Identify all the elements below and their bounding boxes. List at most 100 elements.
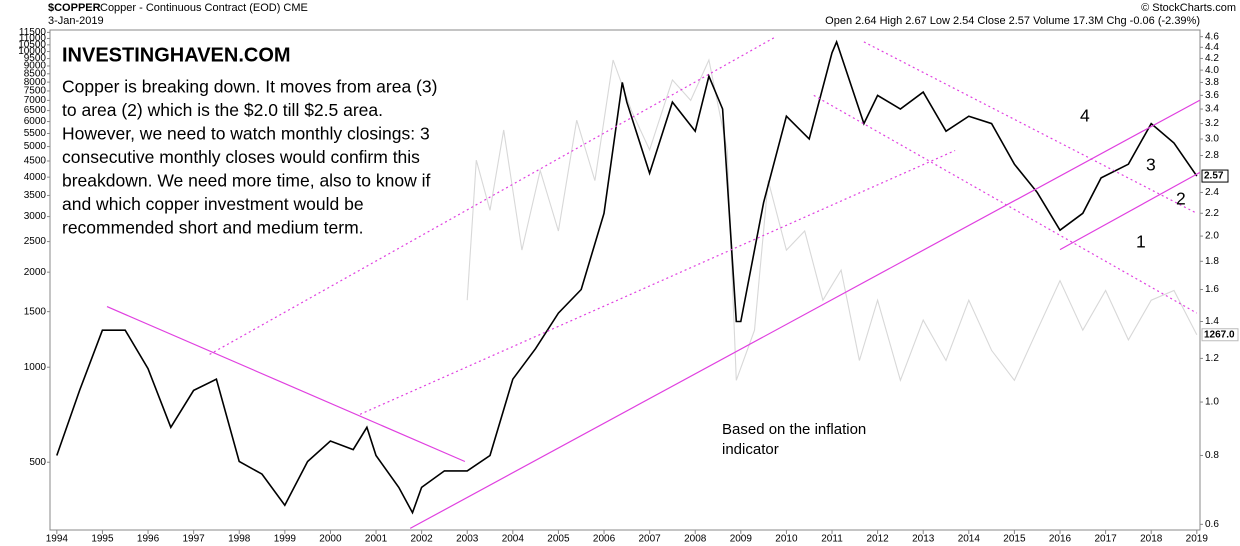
y2-tick-label: 4.4 [1205, 42, 1219, 53]
y2-tick-label: 1.4 [1205, 316, 1219, 327]
y2-tick-label: 4.0 [1205, 65, 1219, 76]
x-tick-label: 2019 [1186, 534, 1209, 545]
y2-tick-label: 2.0 [1205, 231, 1219, 242]
y2-tick-label: 1.6 [1205, 284, 1219, 295]
y2-tick-label: 3.6 [1205, 90, 1219, 101]
x-tick-label: 2013 [912, 534, 935, 545]
x-tick-label: 2015 [1003, 534, 1026, 545]
annotation: 3 [1146, 155, 1156, 175]
x-tick-label: 2012 [866, 534, 889, 545]
series-line [56, 39, 1198, 515]
y-tick-label: 7500 [24, 86, 47, 97]
y-tick-label: 4000 [24, 172, 47, 183]
x-tick-label: 2008 [684, 534, 707, 545]
last-value-box [1201, 328, 1239, 342]
y-tick-label: 3500 [24, 190, 47, 201]
x-tick-label: 2009 [730, 534, 753, 545]
y-tick-label: 5000 [24, 141, 47, 152]
y2-tick-label: 4.6 [1205, 31, 1219, 42]
x-tick-label: 2004 [502, 534, 525, 545]
last-value-box [1201, 169, 1229, 183]
y-tick-label: 3000 [24, 211, 47, 222]
y2-tick-label: 1.8 [1205, 256, 1219, 267]
symbol: $COPPER [48, 2, 101, 14]
credit: © StockCharts.com [1141, 2, 1236, 14]
x-tick-label: 2007 [638, 534, 661, 545]
y-tick-label: 500 [29, 457, 46, 468]
x-tick-label: 1996 [137, 534, 160, 545]
trend-line [106, 306, 466, 463]
x-tick-label: 2006 [593, 534, 616, 545]
annotation: 4 [1080, 106, 1090, 126]
paragraph-line: consecutive monthly closes would confirm… [62, 147, 420, 167]
y2-tick-label: 1.0 [1205, 397, 1219, 408]
y-tick-label: 7000 [24, 95, 47, 106]
y-tick-label: 11000 [19, 33, 47, 44]
brand: INVESTINGHAVEN.COM [62, 44, 291, 66]
x-tick-label: 2016 [1049, 534, 1072, 545]
x-tick-label: 1997 [183, 534, 206, 545]
y2-tick-label: 4.2 [1205, 53, 1219, 64]
y2-tick-label: 3.8 [1205, 77, 1219, 88]
x-tick-label: 2011 [821, 534, 843, 545]
y-tick-label: 4500 [24, 156, 47, 167]
indicator-note: indicator [722, 441, 779, 458]
trend-line [209, 36, 776, 355]
annotation: 2 [1176, 189, 1186, 209]
last-value-label: 2.57 [1204, 171, 1224, 182]
y2-tick-label: 1.2 [1205, 353, 1219, 364]
paragraph: Copper is breaking down. It moves from a… [62, 77, 437, 238]
x-tick-label: 2010 [775, 534, 798, 545]
y-tick-label: 8500 [24, 68, 47, 79]
x-tick-label: 2000 [319, 534, 342, 545]
y-tick-label: 2500 [24, 236, 47, 247]
y2-tick-label: 2.4 [1205, 187, 1219, 198]
y-tick-label: 11500 [19, 27, 47, 38]
x-tick-label: 1998 [228, 534, 251, 545]
x-tick-label: 2017 [1094, 534, 1117, 545]
y-tick-label: 6500 [24, 105, 47, 116]
x-tick-label: 2014 [958, 534, 981, 545]
y2-tick-label: 2.8 [1205, 150, 1219, 161]
y2-tick-label: 0.8 [1205, 450, 1219, 461]
x-tick-label: 1995 [91, 534, 114, 545]
indicator-note: Based on the inflation [722, 421, 866, 438]
y-tick-label: 1500 [24, 306, 47, 317]
y2-tick-label: 3.4 [1205, 104, 1219, 115]
paragraph-line: Copper is breaking down. It moves from a… [62, 77, 437, 97]
plot: 1994 1995 1996 1997 1998 1999 2000 2001 2002 2003… [18, 27, 1239, 545]
x-tick-label: 2001 [365, 534, 388, 545]
paragraph-line: recommended short and medium term. [62, 218, 364, 238]
paragraph-line: breakdown. We need more time, also to kn… [62, 171, 430, 191]
trend-line [359, 149, 956, 415]
x-tick-label: 2005 [547, 534, 570, 545]
paragraph-line: and which copper investment would be [62, 194, 364, 214]
y-tick-label: 5500 [24, 128, 47, 139]
x-tick-label: 1999 [274, 534, 297, 545]
x-tick-label: 2002 [411, 534, 434, 545]
paragraph-line: to area (2) which is the $2.0 till $2.5 … [62, 100, 383, 120]
subtitle: Copper - Continuous Contract (EOD) CME [100, 2, 308, 14]
y-tick-label: 2000 [24, 267, 47, 278]
x-tick-label: 1994 [46, 534, 69, 545]
y2-tick-label: 3.0 [1205, 134, 1219, 145]
trend-line [1059, 171, 1201, 251]
y-tick-label: 8000 [24, 77, 47, 88]
y2-tick-label: 0.6 [1205, 519, 1219, 530]
y-tick-label: 1000 [24, 362, 47, 373]
trend-line [409, 99, 1201, 529]
y-tick-label: 9000 [24, 61, 47, 72]
y-tick-label: 9500 [24, 53, 47, 64]
annotation: 1 [1136, 232, 1146, 252]
y-tick-label: 10500 [18, 39, 46, 50]
y2-tick-label: 2.2 [1205, 208, 1219, 219]
x-tick-label: 2018 [1140, 534, 1163, 545]
plot-frame [49, 29, 1201, 531]
x-tick-label: 2003 [456, 534, 479, 545]
paragraph-line: However, we need to watch monthly closin… [62, 124, 430, 144]
trend-line [813, 94, 1198, 314]
y2-tick-label: 3.2 [1205, 118, 1219, 129]
quote: Open 2.64 High 2.67 Low 2.54 Close 2.57 … [825, 15, 1200, 27]
